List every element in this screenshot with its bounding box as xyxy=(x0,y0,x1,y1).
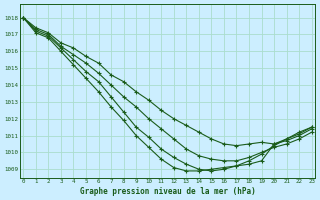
X-axis label: Graphe pression niveau de la mer (hPa): Graphe pression niveau de la mer (hPa) xyxy=(80,187,255,196)
